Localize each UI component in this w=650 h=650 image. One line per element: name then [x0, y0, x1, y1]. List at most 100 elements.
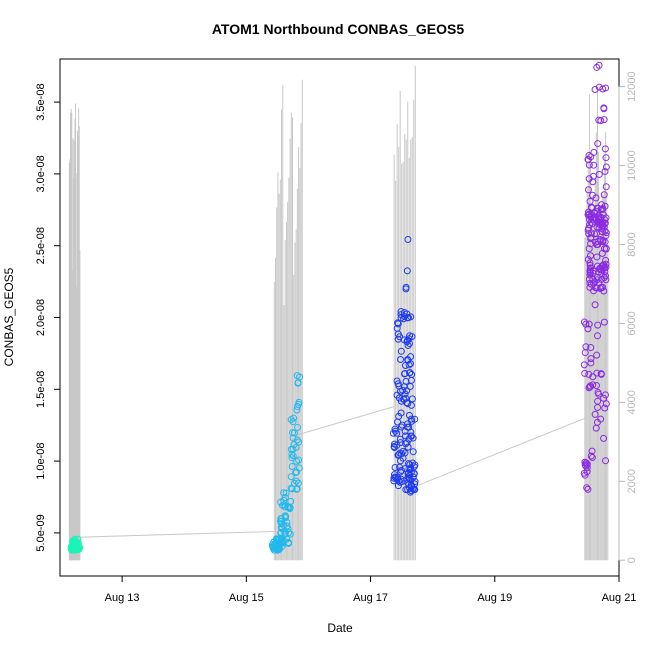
data-point [581, 369, 589, 377]
data-point [74, 535, 82, 543]
data-point [581, 458, 589, 466]
data-point [589, 381, 597, 389]
data-point [585, 245, 593, 253]
data-point [287, 445, 295, 453]
data-point [401, 390, 409, 398]
data-point [281, 530, 289, 538]
data-point [587, 212, 595, 220]
data-point [404, 341, 412, 349]
chart-title: ATOM1 Northbound CONBAS_GEOS5 [212, 21, 464, 37]
data-point [407, 464, 415, 472]
data-point [411, 415, 419, 423]
data-point [407, 376, 415, 384]
data-point [295, 464, 303, 472]
data-point [597, 415, 605, 423]
data-point [293, 403, 301, 411]
data-point [602, 163, 610, 171]
data-point [287, 473, 295, 481]
data-point [396, 457, 404, 465]
x-axis-label: Date [327, 621, 353, 635]
data-point [582, 343, 590, 351]
data-point [295, 398, 303, 406]
data-point [286, 530, 294, 538]
data-point [586, 262, 594, 270]
data-point [582, 320, 590, 328]
data-point [289, 452, 297, 460]
data-point [594, 321, 602, 329]
data-point [393, 441, 401, 449]
data-point [285, 529, 293, 537]
plot-frame [59, 58, 620, 577]
data-point [601, 391, 609, 399]
data-point [404, 336, 412, 344]
data-point [391, 464, 399, 472]
data-point [404, 236, 412, 244]
data-point [288, 450, 296, 458]
data-point [592, 382, 600, 390]
data-point [401, 449, 409, 457]
data-point [398, 478, 406, 486]
data-point [405, 460, 413, 468]
data-point [599, 211, 607, 219]
data-point [405, 465, 413, 473]
data-point [401, 370, 409, 378]
data-point [397, 308, 405, 316]
series-segment-2 [268, 372, 304, 554]
y-tick-label: 1.0e-08 [35, 442, 47, 479]
data-point [396, 435, 404, 443]
data-point [595, 211, 603, 219]
data-point [403, 267, 411, 275]
y2-tick-label: 0 [626, 557, 638, 563]
data-point [402, 440, 410, 448]
data-point [601, 227, 609, 235]
data-point [600, 434, 608, 442]
data-point [410, 470, 418, 478]
data-point [584, 485, 592, 493]
data-point [407, 313, 415, 321]
data-point [585, 370, 593, 378]
data-point [275, 545, 283, 553]
data-point [389, 429, 397, 437]
data-point [602, 244, 610, 252]
data-point [585, 230, 593, 238]
data-point [589, 191, 597, 199]
data-point [600, 191, 608, 199]
data-point [292, 477, 300, 485]
data-point [397, 355, 405, 363]
data-point [292, 469, 300, 477]
y2-tick-label: 4000 [626, 390, 638, 414]
data-point [593, 63, 601, 71]
data-point [285, 538, 293, 546]
data-point [397, 347, 405, 355]
data-point [294, 423, 302, 431]
data-point [293, 372, 301, 380]
series-segment-3 [389, 236, 419, 496]
data-point [601, 145, 609, 153]
y-tick-label: 3.0e-08 [35, 155, 47, 192]
data-point [408, 395, 416, 403]
data-point [397, 409, 405, 417]
data-point [393, 429, 401, 437]
data-point [400, 383, 408, 391]
series-segment-4 [580, 61, 610, 493]
data-point [601, 167, 609, 175]
data-point [393, 391, 401, 399]
data-point [289, 418, 297, 426]
y-tick-label: 3.5e-08 [35, 83, 47, 120]
data-point [282, 489, 290, 497]
x-tick-label: Aug 15 [229, 592, 264, 604]
data-point [391, 473, 399, 481]
data-point [583, 468, 591, 476]
bottom-axis: Aug 13 Aug 15 Aug 17 Aug 19 Aug 21 [105, 575, 636, 604]
data-point [584, 325, 592, 333]
data-point [587, 359, 595, 367]
data-point [399, 447, 407, 455]
data-point [602, 256, 610, 264]
data-point [394, 320, 402, 328]
data-point [595, 390, 603, 398]
altitude-trace [68, 65, 609, 561]
data-point [599, 85, 607, 93]
data-point [400, 309, 408, 317]
data-point [404, 355, 412, 363]
